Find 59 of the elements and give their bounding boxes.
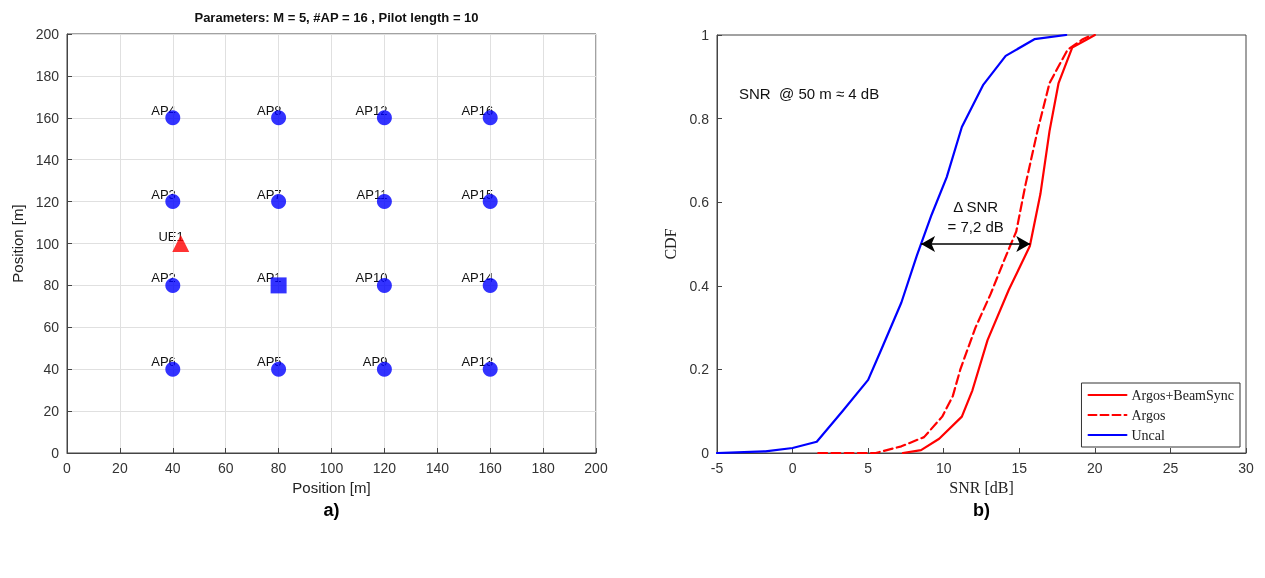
y-tick-label: 20 (43, 403, 60, 420)
text: b) (973, 500, 990, 520)
x-tick-label: 20 (112, 460, 128, 476)
x-tick-label: 10 (935, 460, 952, 476)
y-tick-label: 0 (51, 445, 60, 461)
annotation: UE1 (158, 228, 184, 244)
y-tick-label: 0.8 (689, 110, 710, 127)
y-tick-label: 140 (35, 151, 60, 168)
y-tick-label: 80 (43, 277, 60, 294)
annotation: AP10 (355, 270, 388, 286)
x-tick-label: 0 (63, 460, 72, 476)
x-tick-label: 25 (1162, 460, 1179, 476)
annotation: AP16 (461, 102, 494, 118)
annotation: Δ SNR = 7,2 dB (947, 197, 1004, 235)
y-tick-label: 0.6 (689, 194, 710, 211)
annotation: AP7 (257, 186, 282, 202)
x-tick-label: 0 (788, 460, 797, 476)
legend-label: Uncal (1131, 427, 1166, 443)
x-tick-label: 180 (531, 460, 555, 476)
text: a) (323, 500, 340, 520)
x-tick-label: 120 (372, 460, 397, 476)
x-tick-label: 80 (270, 460, 287, 476)
annotation: AP8 (257, 102, 282, 118)
x-tick-label: 60 (217, 460, 234, 476)
x-tick-label: 5 (864, 460, 873, 476)
annotation: AP15 (461, 186, 494, 202)
x-tick-label: 15 (1011, 460, 1028, 476)
x-tick-label: -5 (710, 460, 724, 476)
y-tick-label: 60 (43, 319, 60, 336)
y-tick-label: 180 (35, 67, 60, 84)
annotation: AP5 (257, 354, 282, 370)
x-tick-label: 30 (1238, 460, 1254, 476)
x-tick-label: 40 (165, 460, 181, 476)
y-tick-label: 1 (701, 27, 710, 43)
y-tick-label: 40 (43, 361, 60, 378)
x-tick-label: 140 (425, 460, 450, 476)
y-tick-label: 0 (701, 445, 710, 461)
x-tick-label: 100 (319, 460, 344, 476)
annotation: AP12 (355, 102, 388, 118)
x-tick-label: 200 (584, 460, 608, 476)
y-axis-title: Position [m] (8, 204, 26, 283)
y-tick-label: 160 (35, 109, 60, 126)
y-axis-title: CDF (662, 228, 680, 260)
annotation: AP13 (461, 354, 494, 370)
legend-label: Argos+BeamSync (1131, 387, 1235, 403)
y-tick-label: 120 (35, 193, 60, 210)
annotation: AP9 (362, 354, 388, 370)
x-tick-label: 20 (1087, 460, 1103, 476)
y-tick-label: 100 (35, 235, 60, 252)
y-tick-label: 200 (35, 26, 60, 42)
x-axis-title: SNR [dB] (949, 479, 1014, 497)
x-tick-label: 160 (478, 460, 503, 476)
x-axis-title: Position [m] (292, 478, 371, 496)
y-tick-label: 0.4 (689, 277, 710, 294)
chart-title: Parameters: M = 5, #AP = 16 , Pilot length = 10 (194, 10, 479, 25)
annotation: SNR @ 50 m ≈ 4 dB (739, 84, 880, 102)
y-tick-label: 0.2 (689, 361, 710, 378)
annotation: AP14 (461, 270, 494, 286)
legend-label: Argos (1131, 407, 1166, 423)
